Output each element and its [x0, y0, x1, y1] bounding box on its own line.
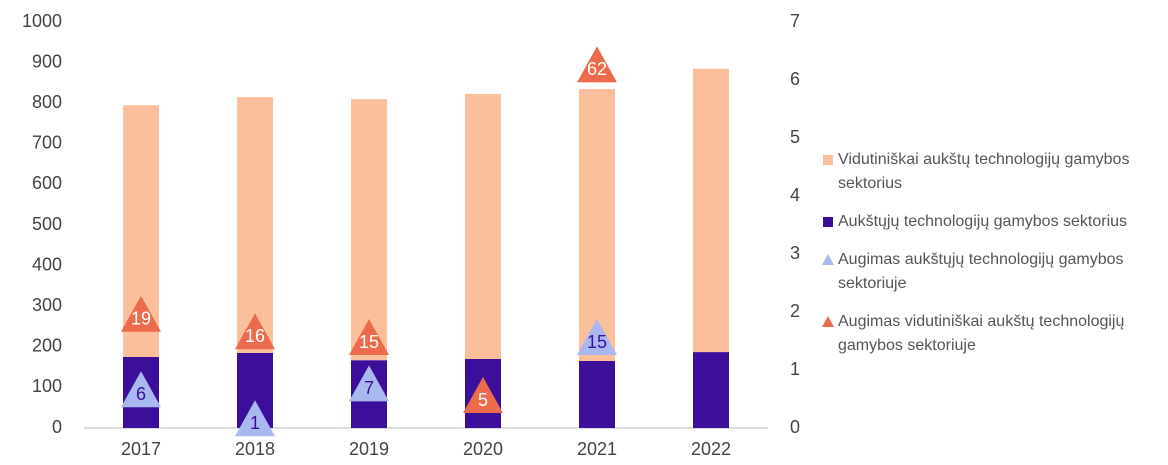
x-tick-label: 2018 [235, 439, 275, 459]
x-tick-label: 2021 [577, 439, 617, 459]
data-label: 1 [250, 413, 260, 433]
triangle-marker [235, 313, 275, 350]
bar [579, 361, 615, 428]
bar [693, 68, 729, 353]
y2-tick-label: 70 [790, 11, 800, 31]
y-tick-label: 900 [32, 51, 62, 71]
legend-label: Aukštųjų technologijų gamybos sektorius [838, 213, 1128, 230]
bar [237, 97, 273, 353]
legend-swatch [822, 210, 834, 234]
x-tick-label: 2020 [463, 439, 503, 459]
legend: Vidutiniškai aukštų technologijų gamybos… [822, 148, 1162, 372]
bar [351, 99, 387, 361]
y-tick-label: 400 [32, 254, 62, 274]
legend-label: Vidutiniškai aukštų technologijų gamybos… [838, 151, 1130, 192]
legend-item: Augimas vidutiniškai aukštų technologijų… [822, 310, 1162, 358]
data-label: 15 [359, 332, 379, 352]
data-label: 16 [245, 326, 265, 346]
y-tick-label: 600 [32, 173, 62, 193]
y2-tick-label: 20 [790, 301, 800, 321]
y2-tick-label: 10 [790, 359, 800, 379]
data-label: 6 [136, 384, 146, 404]
y2-tick-label: 30 [790, 243, 800, 263]
bar [465, 93, 501, 359]
triangle-marker [235, 400, 275, 437]
x-tick-label: 2017 [121, 439, 161, 459]
chart: 0 100 200 300 400 500 600 700 800 900 1000 0 10 20 30 4… [22, 11, 810, 459]
x-tick-label: 2022 [691, 439, 731, 459]
bar [693, 352, 729, 428]
data-label: 15 [587, 332, 607, 352]
legend-label: Augimas aukštųjų technologijų gamybos se… [838, 251, 1124, 292]
y-tick-label: 200 [32, 336, 62, 356]
legend-swatch [822, 310, 834, 334]
y2-tick-label: 40 [790, 185, 800, 205]
legend-item: Vidutiniškai aukštų technologijų gamybos… [822, 148, 1162, 196]
y-tick-label: 0 [52, 417, 62, 437]
triangle-marker [577, 319, 617, 355]
triangle-marker [121, 295, 161, 332]
triangle-marker [463, 377, 503, 413]
y-tick-label: 800 [32, 92, 62, 112]
data-label: 62 [587, 59, 607, 79]
x-tick-label: 2019 [349, 439, 389, 459]
legend-swatch [822, 148, 834, 172]
y-tick-label: 300 [32, 295, 62, 315]
legend-label: Augimas vidutiniškai aukštų technologijų… [838, 313, 1125, 354]
data-label: 7 [364, 378, 374, 398]
triangle-marker [577, 46, 617, 83]
y-tick-label: 100 [32, 376, 62, 396]
triangle-marker [349, 319, 389, 355]
bar [579, 88, 615, 362]
triangle-marker [349, 365, 389, 402]
triangle-marker [121, 371, 161, 408]
y2-tick-label: 60 [790, 69, 800, 89]
y-tick-label: 1000 [22, 11, 62, 31]
y2-tick-label: 0 [790, 417, 800, 437]
legend-item: Augimas aukštųjų technologijų gamybos se… [822, 248, 1162, 296]
y-tick-label: 500 [32, 214, 62, 234]
legend-item: Aukštųjų technologijų gamybos sektorius [822, 210, 1162, 234]
y-tick-label: 700 [32, 133, 62, 153]
data-label: 5 [478, 390, 488, 410]
legend-swatch [822, 248, 834, 272]
y2-tick-label: 50 [790, 127, 800, 147]
data-label: 19 [131, 309, 151, 329]
